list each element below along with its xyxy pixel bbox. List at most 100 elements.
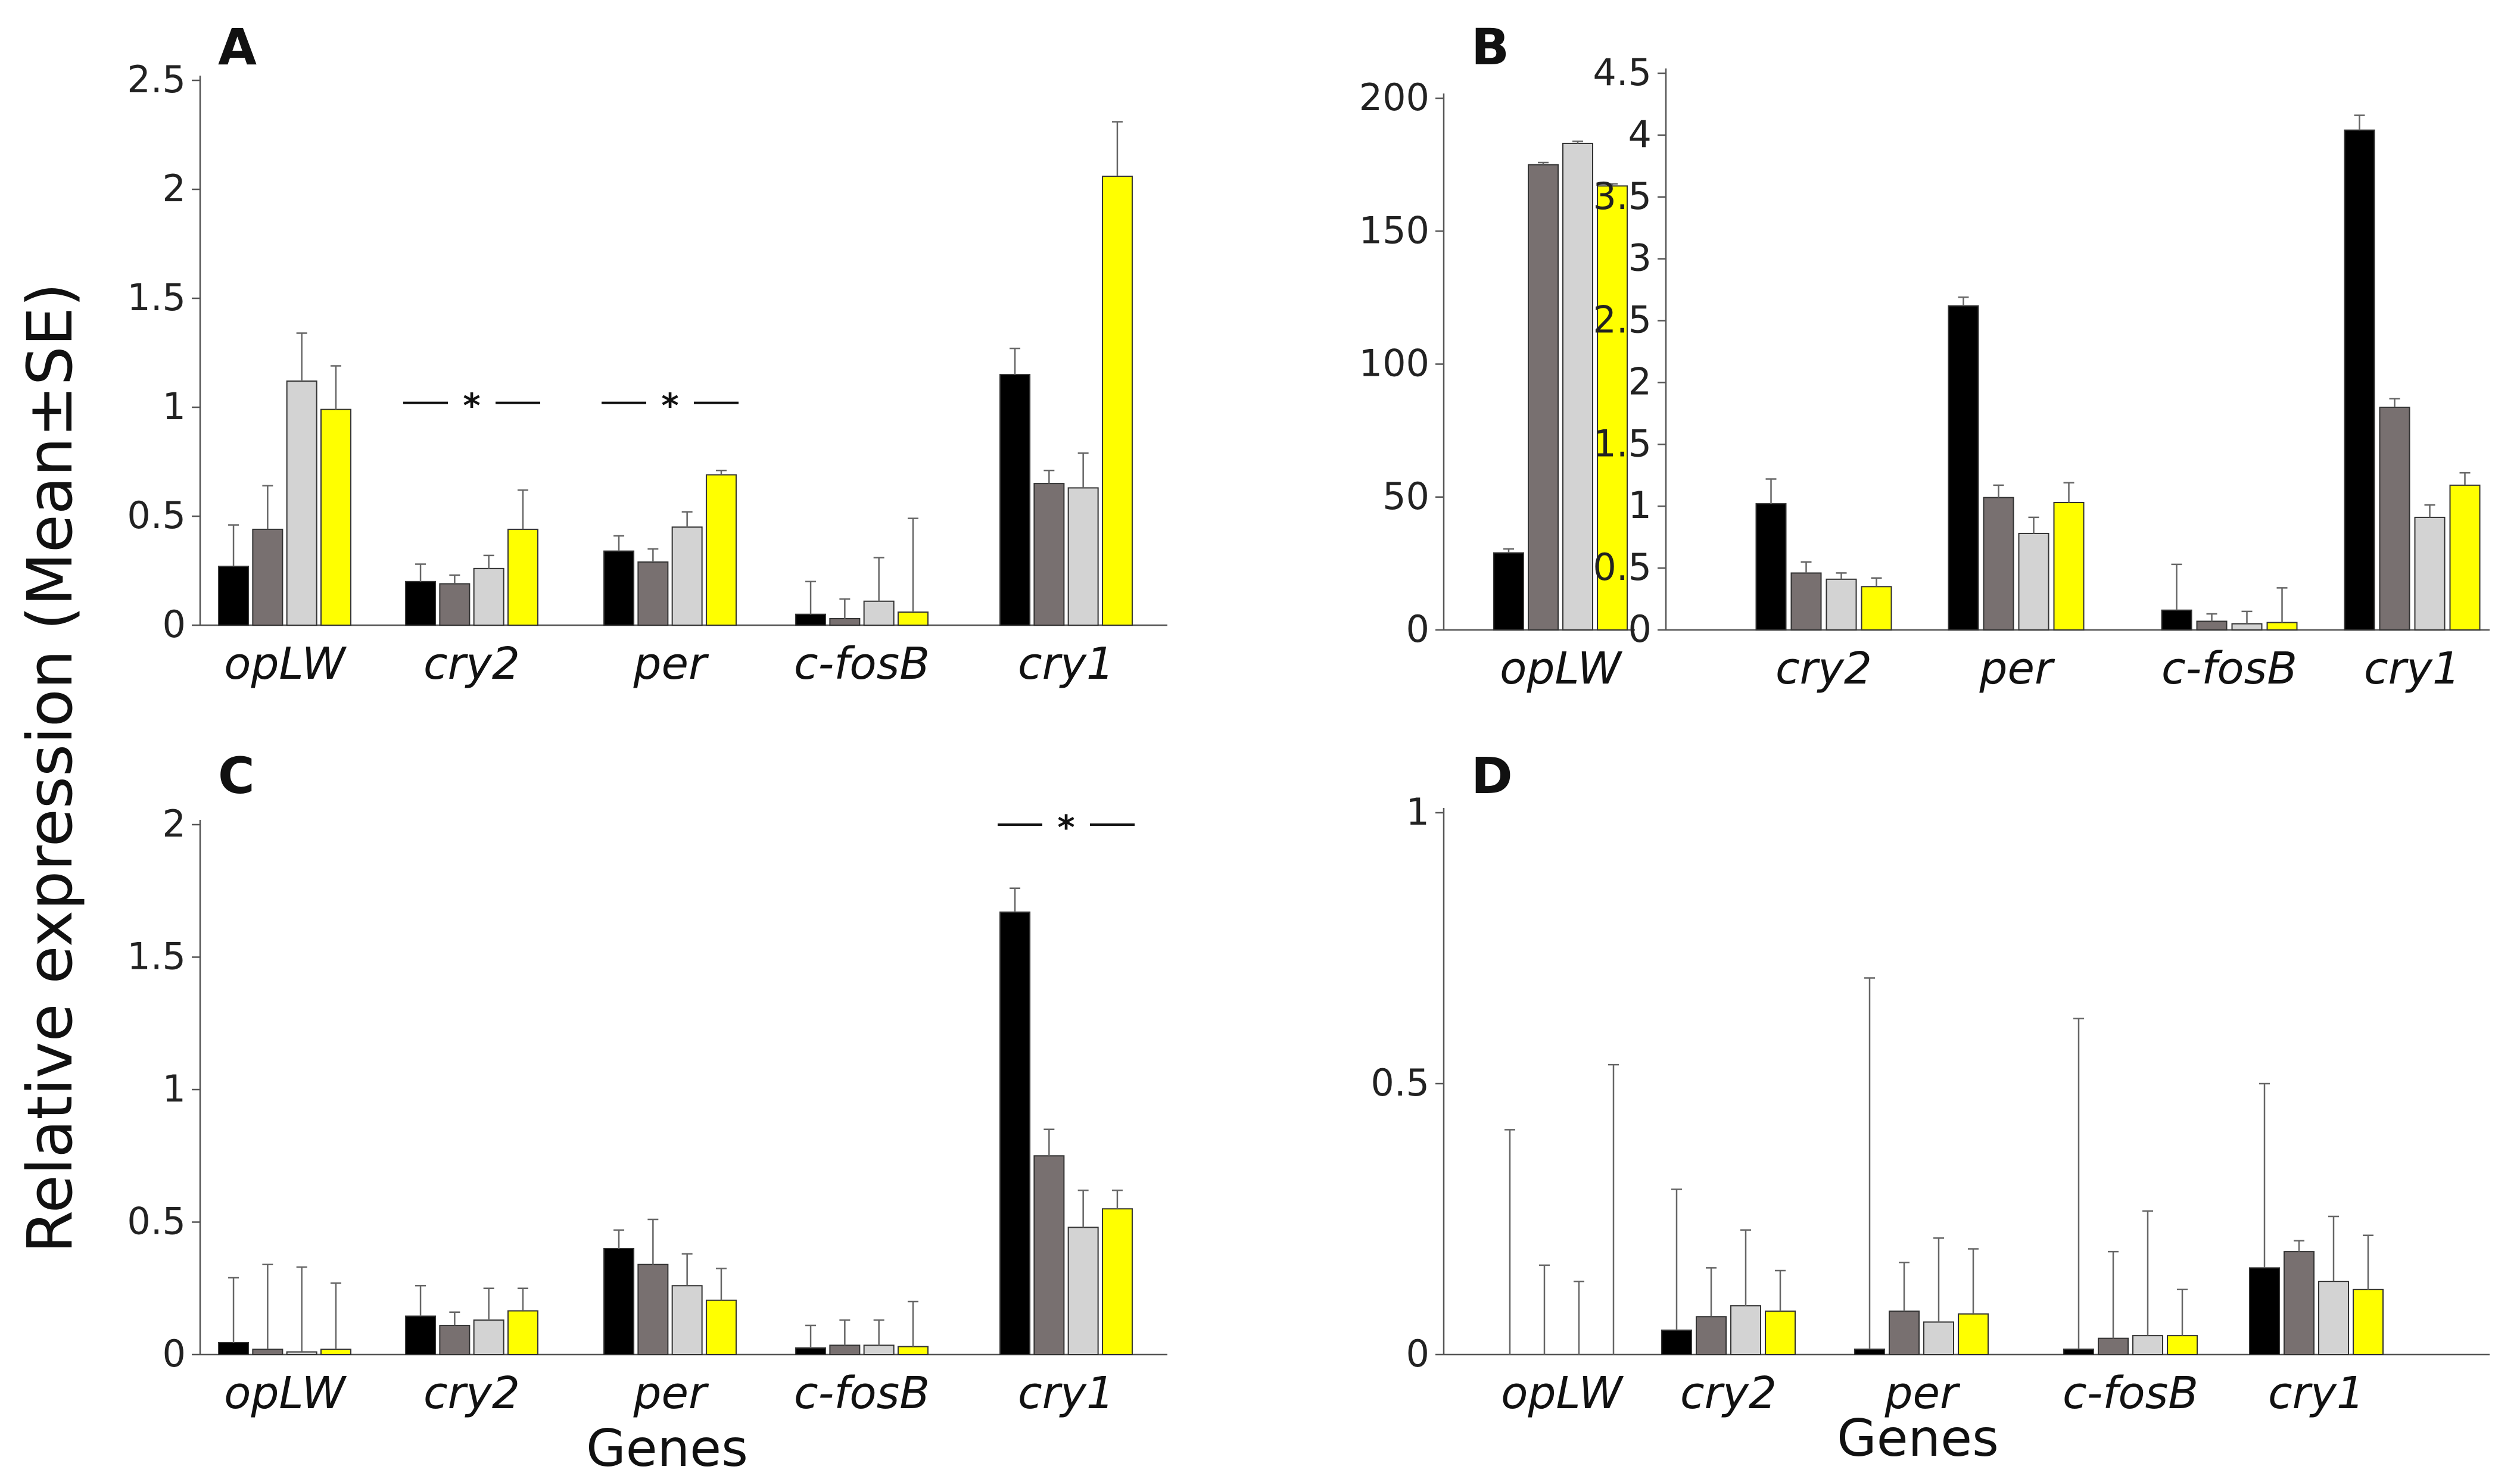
bar-cry2-series-1 <box>405 581 437 626</box>
panels: A 0 0.5 1 1.5 2 2.5 opLW cry2 per c-fosB cry1 * * B 0 50… <box>127 18 2490 1478</box>
category-label: cry2 <box>423 638 520 689</box>
panel-b: B 0 50 100 150 200 opLW <box>1359 18 1635 694</box>
bar-c-fosB-series-1 <box>795 613 827 626</box>
y-tick-label: 2 <box>1628 360 1652 403</box>
bar-c-fosB-series-4 <box>2167 1335 2198 1355</box>
bar-cry2-series-1 <box>405 1315 437 1356</box>
bar-per-series-4 <box>705 1299 737 1355</box>
category-label: opLW <box>224 638 347 689</box>
category-label: per <box>633 1368 710 1419</box>
bar-c-fosB-series-4 <box>897 1346 929 1355</box>
panel-letter: B <box>1471 18 1509 76</box>
category-label: opLW <box>224 1368 347 1419</box>
y-tick-label: 100 <box>1359 342 1429 385</box>
bar-cry1-series-2 <box>2379 407 2410 631</box>
bar-cry2-series-2 <box>439 583 471 626</box>
bar-opLW-series-2 <box>1528 164 1559 631</box>
bar-c-fosB-series-4 <box>2266 622 2298 631</box>
panel-a: A 0 0.5 1 1.5 2 2.5 opLW cry2 per c-fosB cry1 * * <box>127 18 1167 689</box>
bar-cry1-series-3 <box>1067 487 1099 626</box>
y-tick-label: 1 <box>1406 790 1429 834</box>
category-label: opLW <box>1501 1368 1624 1419</box>
bar-c-fosB-series-1 <box>2063 1348 2094 1355</box>
y-tick-label: 1.5 <box>127 276 186 319</box>
category-label: c-fosB <box>2063 1368 2198 1419</box>
bar-cry2-series-4 <box>1765 1310 1796 1355</box>
y-tick-label: 4 <box>1628 113 1652 156</box>
bar-cry2-series-3 <box>1730 1305 1761 1356</box>
panel-b-inset: 0 0.5 1 1.5 2 2.5 3 3.5 4 4.5 cry2 per c-fosB cry1 <box>1593 51 2490 694</box>
y-tick-label: 0 <box>1628 607 1652 651</box>
category-label: cry1 <box>1018 638 1114 689</box>
y-tick-label: 0.5 <box>1370 1061 1429 1104</box>
bar-cry1-series-1 <box>2344 129 2375 631</box>
bar-opLW-series-2 <box>252 528 284 626</box>
category-label: per <box>633 638 710 689</box>
bar-per-series-2 <box>637 1263 669 1355</box>
bar-cry2-series-1 <box>1661 1330 1692 1356</box>
y-tick-label: 4.5 <box>1593 51 1652 94</box>
bar-cry1-series-4 <box>1101 176 1133 626</box>
bar-cry1-series-2 <box>2284 1251 2315 1356</box>
bar-cry1-series-1 <box>2249 1267 2280 1355</box>
bar-cry1-series-1 <box>999 911 1031 1355</box>
significance-star: * <box>661 387 678 426</box>
bar-cry2-series-4 <box>1861 586 1892 631</box>
y-tick-label: 1 <box>163 385 186 428</box>
bar-cry1-series-2 <box>1033 1155 1065 1355</box>
panel-c: C 0 0.5 1 1.5 2 opLW cry2 per c-fosB cry1 * Genes <box>127 747 1167 1478</box>
bar-cry1-series-4 <box>2449 484 2481 631</box>
category-label: c-fosB <box>2161 643 2297 694</box>
bar-per-series-2 <box>1983 497 2014 631</box>
bar-c-fosB-series-2 <box>829 618 861 626</box>
category-label: cry1 <box>1018 1368 1114 1419</box>
bar-cry1-series-3 <box>2414 516 2446 631</box>
y-tick-label: 2 <box>163 167 186 210</box>
bar-cry2-series-4 <box>507 528 538 626</box>
bar-cry1-series-2 <box>1033 483 1065 626</box>
bar-cry2-series-3 <box>473 1319 504 1355</box>
bar-cry1-series-4 <box>1101 1208 1133 1355</box>
bar-cry1-series-4 <box>2353 1288 2384 1356</box>
bar-cry1-series-1 <box>999 374 1031 626</box>
bar-c-fosB-series-3 <box>2132 1335 2163 1355</box>
category-label: cry2 <box>1680 1368 1777 1419</box>
panel-letter: D <box>1471 747 1513 805</box>
bar-opLW-series-4 <box>320 1349 351 1356</box>
bar-per-series-2 <box>1889 1310 1920 1355</box>
bar-opLW-series-4 <box>320 408 351 626</box>
significance-star: * <box>463 387 480 426</box>
bar-c-fosB-series-2 <box>829 1344 861 1356</box>
bar-per-series-3 <box>671 1285 703 1356</box>
bar-cry2-series-3 <box>473 567 504 626</box>
y-tick-label: 0 <box>163 1332 186 1375</box>
bar-per-series-3 <box>1923 1321 1954 1355</box>
bar-cry2-series-4 <box>507 1310 538 1355</box>
bar-per-series-4 <box>705 474 737 626</box>
bar-per-series-1 <box>1948 305 1979 631</box>
y-tick-label: 0.5 <box>1593 545 1652 589</box>
panel-d: D 0 0.5 1 opLW cry2 per c-fosB cry1 Genes <box>1370 747 2490 1468</box>
category-label: c-fosB <box>794 638 930 689</box>
y-tick-label: 150 <box>1359 208 1429 252</box>
bar-opLW-series-4 <box>1597 185 1628 631</box>
bar-per-series-2 <box>637 561 669 626</box>
panel-letter: C <box>218 747 255 805</box>
bar-opLW-series-2 <box>252 1349 284 1356</box>
y-tick-label: 3 <box>1628 236 1652 280</box>
y-tick-label: 2.5 <box>127 58 186 101</box>
bar-cry2-series-2 <box>439 1325 471 1356</box>
y-tick-label: 0.5 <box>127 494 186 537</box>
bar-c-fosB-series-1 <box>2161 609 2192 631</box>
category-label: cry2 <box>1775 643 1872 694</box>
y-tick-label: 1 <box>163 1067 186 1110</box>
y-tick-label: 0.5 <box>127 1200 186 1243</box>
bar-per-series-1 <box>603 550 635 626</box>
bar-cry2-series-2 <box>1696 1316 1727 1356</box>
bar-per-series-1 <box>1854 1348 1885 1355</box>
bar-cry2-series-1 <box>1755 503 1787 631</box>
bar-cry1-series-3 <box>2318 1281 2349 1355</box>
bar-c-fosB-series-1 <box>795 1347 827 1355</box>
bar-opLW-series-3 <box>286 1351 317 1356</box>
panel-letter: A <box>218 18 257 76</box>
